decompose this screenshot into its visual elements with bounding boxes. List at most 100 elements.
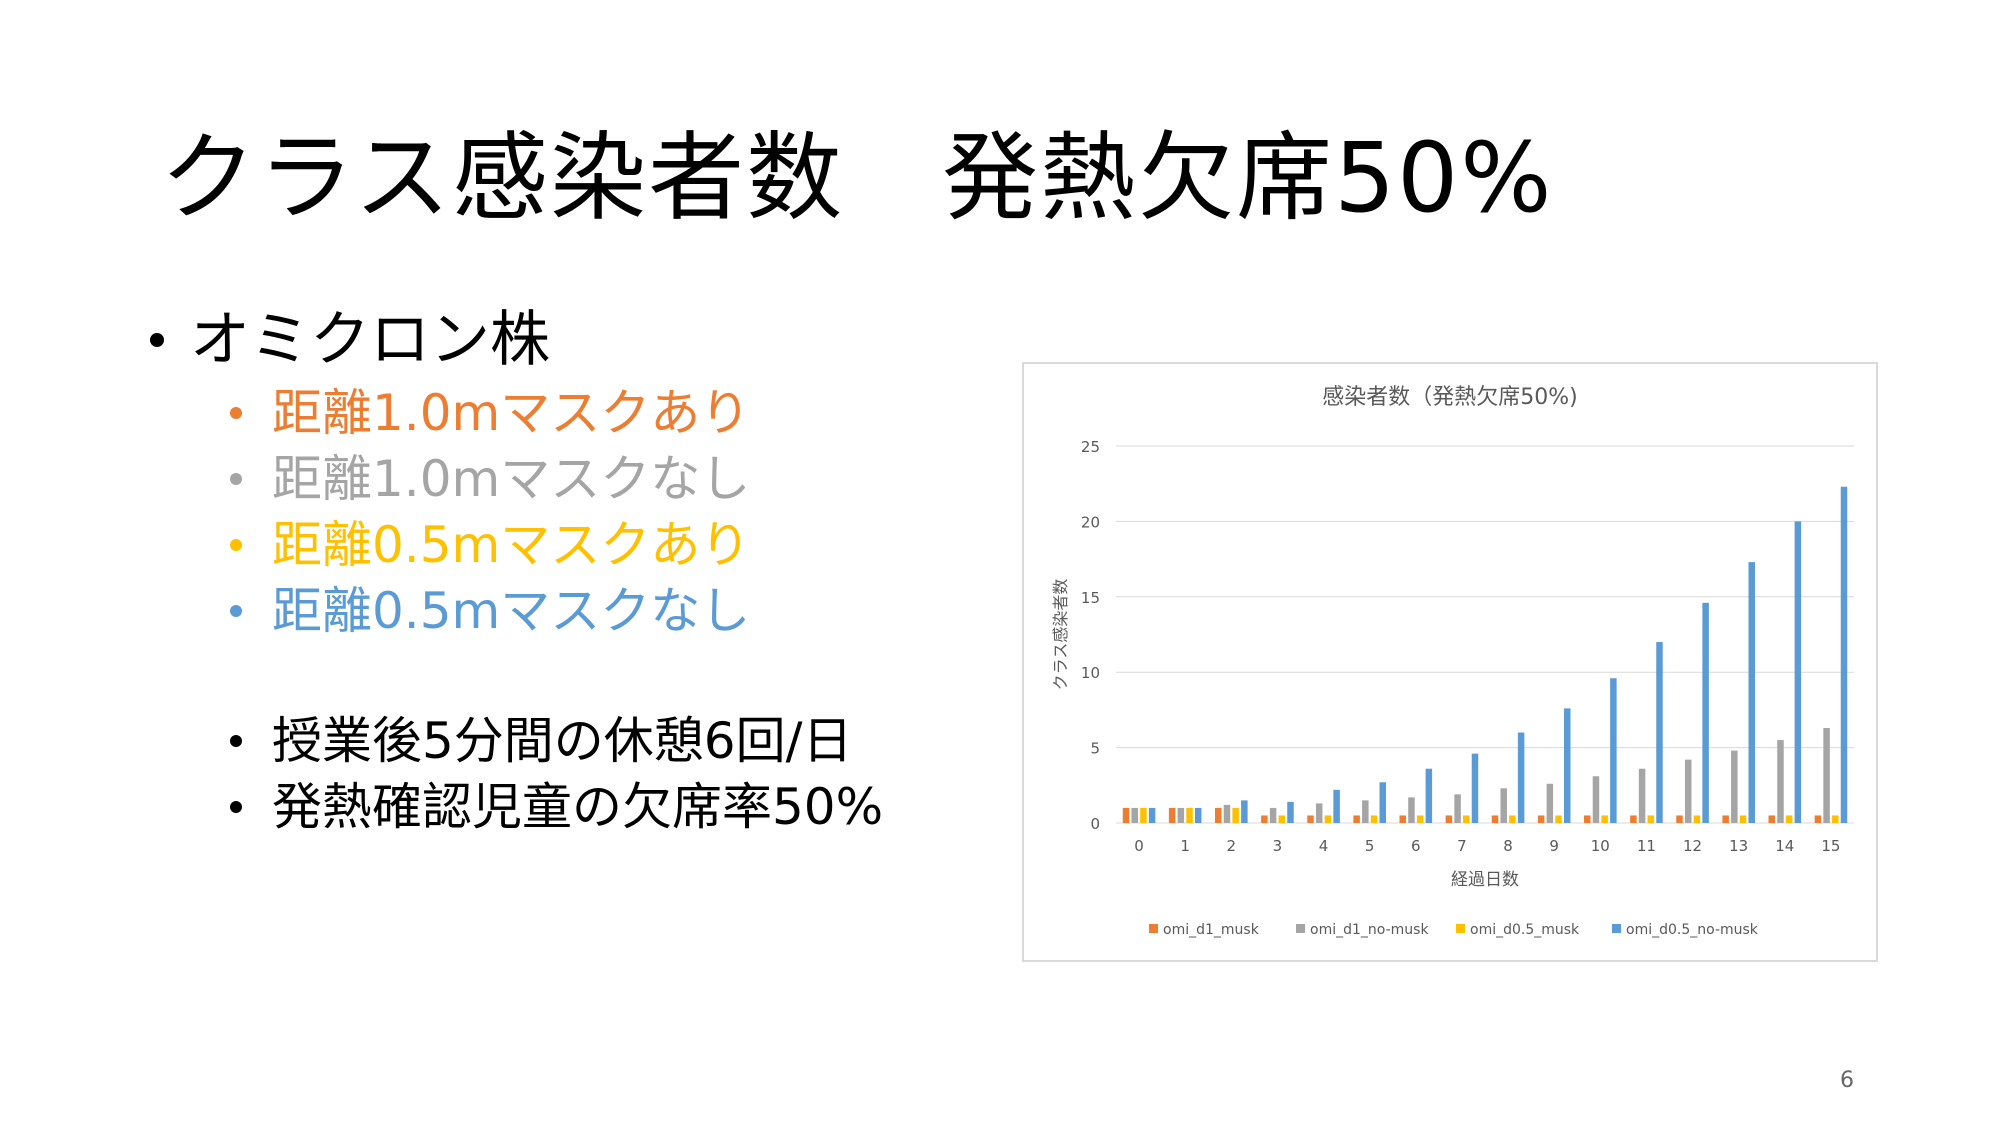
y-tick-label: 15 [1081,589,1100,607]
page-number: 6 [1840,1068,1854,1093]
y-tick-label: 0 [1090,815,1100,833]
bar-omi_d1_musk [1445,815,1453,823]
bar-omi_d1_no-musk [1315,803,1323,823]
condition-item: 距離0.5mマスクあり [230,512,883,578]
condition-dot [230,473,242,485]
x-tick-label: 12 [1683,837,1702,855]
condition-label: 距離1.0mマスクなし [272,450,751,508]
bar-omi_d1_musk [1722,815,1729,823]
bar-omi_d0.5_musk [1140,807,1147,823]
bar-omi_d0.5_musk [1186,807,1193,823]
y-tick-label: 25 [1081,438,1100,456]
x-tick-label: 3 [1273,837,1283,855]
y-axis-label: クラス感染者数 [1051,579,1070,691]
condition-item: 距離1.0mマスクあり [230,380,883,446]
x-tick-label: 15 [1821,837,1840,855]
condition-dot [230,407,242,419]
bar-omi_d0.5_no-musk [1656,642,1663,823]
bar-omi_d0.5_musk [1463,815,1470,823]
condition-dot [230,539,242,551]
bar-omi_d0.5_musk [1416,815,1424,823]
bar-omi_d0.5_no-musk [1425,768,1433,823]
note-label: 授業後5分間の休憩6回/日 [272,712,853,770]
bar-omi_d0.5_no-musk [1379,782,1386,823]
note-dot [230,801,242,813]
condition-label: 距離0.5mマスクあり [272,516,751,574]
bar-omi_d0.5_musk [1739,815,1747,823]
condition-item: 距離0.5mマスクなし [230,578,883,644]
bar-omi_d1_musk [1353,815,1360,823]
x-tick-label: 4 [1319,837,1329,855]
y-tick-label: 10 [1081,664,1100,682]
x-tick-label: 8 [1503,837,1513,855]
bar-omi_d1_no-musk [1500,788,1507,823]
x-tick-label: 9 [1549,837,1559,855]
bar-omi_d1_musk [1307,815,1314,823]
bar-omi_d1_musk [1215,807,1222,823]
condition-list: 距離1.0mマスクあり 距離1.0mマスクなし 距離0.5mマスクあり 距離0.… [230,380,883,840]
legend-label: omi_d1_no-musk [1310,922,1429,938]
note-item: 発熱確認児童の欠席率50% [230,774,883,840]
bar-omi_d1_no-musk [1823,727,1830,823]
bar-omi_d1_no-musk [1408,797,1415,823]
bar-omi_d1_musk [1630,815,1637,823]
bar-omi_d1_no-musk [1731,750,1738,823]
x-tick-label: 14 [1775,837,1794,855]
chart-title: 感染者数（発熱欠席50%) [1322,385,1577,410]
note-item: 授業後5分間の休憩6回/日 [230,708,883,774]
bar-omi_d1_no-musk [1592,776,1600,823]
bar-omi_d1_musk [1537,815,1545,823]
bar-omi_d1_no-musk [1454,794,1461,823]
bar-omi_d0.5_musk [1278,815,1286,823]
bar-omi_d0.5_musk [1693,815,1701,823]
bar-omi_d0.5_no-musk [1194,807,1202,823]
x-tick-label: 11 [1637,837,1656,855]
bullet-dot [150,333,164,347]
bar-omi_d0.5_musk [1324,815,1332,823]
bar-omi_d1_no-musk [1269,807,1277,823]
legend-swatch [1612,924,1621,933]
bullet-main: オミクロン株 [150,300,883,380]
bar-omi_d0.5_no-musk [1702,602,1709,823]
bar-omi_d1_no-musk [1177,807,1185,823]
bar-omi_d0.5_musk [1509,815,1516,823]
bar-omi_d0.5_no-musk [1794,521,1802,823]
bar-omi_d1_musk [1491,815,1499,823]
bar-omi_d0.5_musk [1601,815,1608,823]
legend-swatch [1296,924,1305,933]
bar-omi_d0.5_no-musk [1840,486,1848,823]
condition-label: 距離1.0mマスクあり [272,384,751,442]
bar-omi_d0.5_no-musk [1333,789,1340,823]
x-tick-label: 1 [1180,837,1190,855]
bar-omi_d0.5_musk [1647,815,1655,823]
bar-omi_d1_no-musk [1777,740,1784,823]
legend-swatch [1149,924,1158,933]
bar-omi_d0.5_no-musk [1748,562,1755,823]
y-tick-label: 5 [1090,740,1100,758]
bar-omi_d1_no-musk [1684,759,1692,823]
bar-omi_d1_no-musk [1223,804,1231,823]
bar-omi_d1_no-musk [1131,807,1138,823]
bar-omi_d0.5_no-musk [1471,753,1479,823]
x-tick-label: 13 [1729,837,1748,855]
bar-omi_d1_musk [1399,815,1407,823]
bar-omi_d1_musk [1122,807,1130,823]
bar-omi_d0.5_musk [1785,815,1793,823]
bar-omi_d0.5_musk [1555,815,1562,823]
bar-omi_d1_no-musk [1638,768,1646,823]
legend-label: omi_d0.5_no-musk [1626,922,1759,938]
legend-label: omi_d1_musk [1163,922,1260,938]
note-dot [230,735,242,747]
y-tick-label: 20 [1081,513,1100,531]
condition-label: 距離0.5mマスクなし [272,582,751,640]
bar-omi_d0.5_no-musk [1148,807,1156,823]
bar-omi_d0.5_no-musk [1563,708,1571,823]
x-tick-label: 2 [1227,837,1237,855]
bar-omi_d0.5_musk [1370,815,1378,823]
chart-container: 感染者数（発熱欠席50%) 0 5 10 15 20 25 0 1 2 3 4 5 6 7 8 9 10 11 12 1… [1022,362,1878,962]
bar-omi_d1_musk [1584,815,1591,823]
bar-omi_d1_no-musk [1362,800,1369,823]
bar-omi_d0.5_musk [1832,815,1839,823]
x-tick-label: 5 [1365,837,1375,855]
